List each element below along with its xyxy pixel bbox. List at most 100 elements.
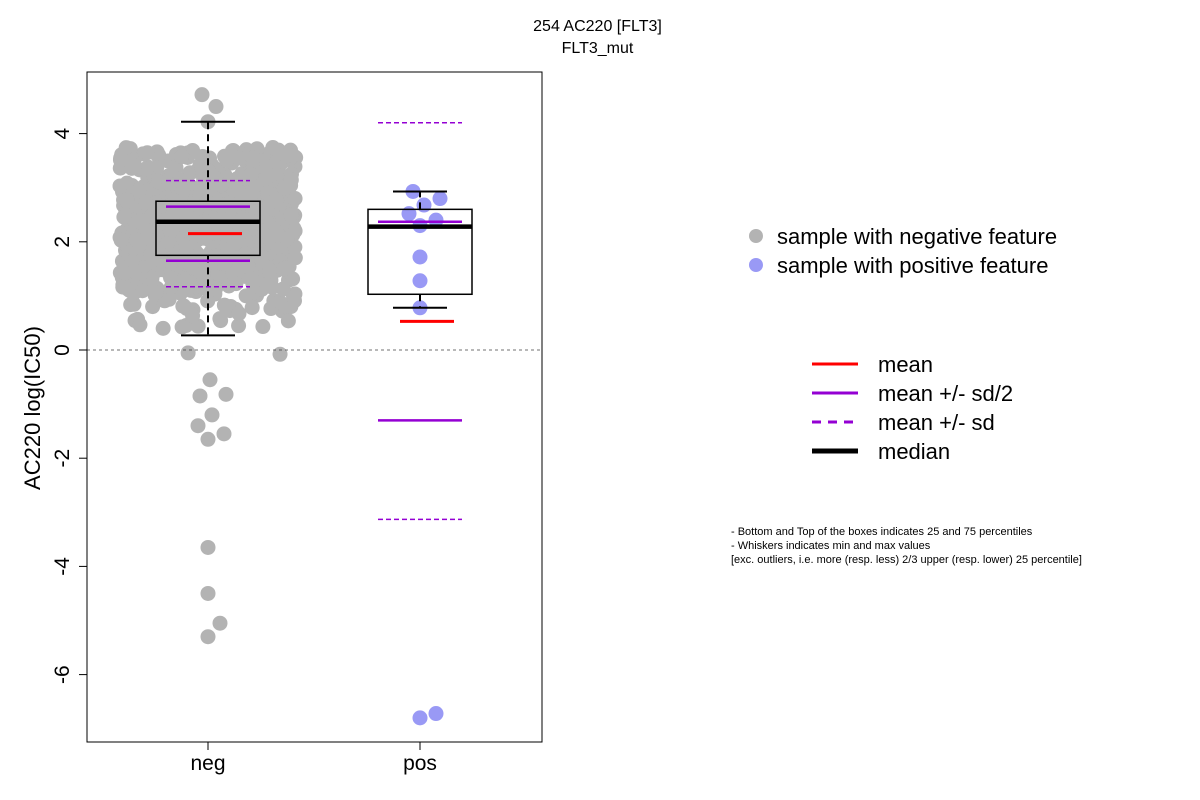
neg-sample-point: [139, 145, 155, 161]
neg-sample-point: [143, 208, 159, 224]
neg-sample-point: [128, 232, 144, 248]
footnote-line: - Whiskers indicates min and max values: [731, 540, 931, 552]
y-axis: -6 -4 -2 0 2 4 AC220 log(IC50): [20, 127, 87, 684]
neg-sample-point: [231, 306, 247, 322]
y-tick-label: -4: [51, 557, 74, 576]
neg-sample-point: [279, 231, 295, 247]
neg-sample-point: [132, 317, 148, 333]
neg-sample-point: [278, 260, 294, 276]
neg-sample-point: [212, 311, 228, 327]
neg-sample-point: [175, 298, 191, 314]
neg-outlier-point: [192, 388, 208, 404]
legend-marker: [749, 229, 763, 243]
neg-sample-point: [246, 273, 262, 289]
neg-sample-point: [194, 159, 210, 175]
neg-sample-point: [228, 276, 244, 292]
neg-sample-point: [278, 148, 294, 164]
neg-outlier-point: [218, 386, 234, 402]
neg-sample-point: [155, 320, 171, 336]
y-tick-label: -2: [51, 449, 74, 468]
neg-box: [155, 200, 261, 257]
neg-sample-point: [272, 294, 288, 310]
neg-sample-point: [180, 345, 196, 361]
x-tick-label: pos: [403, 752, 437, 775]
x-tick-label: neg: [190, 752, 225, 775]
legend-line-label: mean +/- sd: [878, 410, 995, 435]
neg-sample-point: [131, 214, 147, 230]
neg-sample-point: [285, 271, 301, 287]
neg-sample-point: [275, 281, 291, 297]
neg-sample-point: [161, 176, 177, 192]
legend-label: sample with positive feature: [777, 253, 1048, 278]
pos-box: [367, 208, 473, 296]
neg-sample-point: [138, 161, 154, 177]
pos-sample-point: [416, 197, 432, 213]
neg-sample-point: [148, 285, 164, 301]
neg-sample-point: [139, 231, 155, 247]
neg-outlier-point: [208, 99, 224, 115]
legend-marker: [749, 258, 763, 272]
neg-sample-point: [118, 140, 134, 156]
neg-sample-point: [138, 195, 154, 211]
neg-outlier-point: [216, 426, 232, 442]
chart-subtitle: FLT3_mut: [561, 40, 634, 57]
neg-sample-point: [200, 293, 216, 309]
neg-sample-point: [262, 262, 278, 278]
neg-sample-point: [115, 277, 131, 293]
neg-sample-point: [143, 246, 159, 262]
neg-sample-point: [178, 237, 194, 253]
neg-sample-point: [238, 288, 254, 304]
legend-label: sample with negative feature: [777, 224, 1057, 249]
pos-sample-point: [401, 206, 417, 222]
neg-outlier-point: [200, 629, 216, 645]
legend: sample with negative feature sample with …: [749, 224, 1057, 464]
neg-sample-point: [283, 206, 299, 222]
neg-outlier-point: [200, 585, 216, 601]
neg-sample-point: [264, 279, 280, 295]
neg-sample-point: [231, 318, 247, 334]
footnote-line: - Bottom and Top of the boxes indicates …: [731, 526, 1033, 538]
neg-sample-point: [234, 211, 250, 227]
legend-line-label: mean: [878, 352, 933, 377]
stats-layer: [87, 120, 542, 521]
neg-sample-point: [244, 300, 260, 316]
neg-sample-point: [123, 297, 139, 313]
neg-sample-point: [286, 293, 302, 309]
neg-outlier-point: [190, 418, 206, 434]
neg-outlier-point: [194, 87, 210, 103]
legend-line-label: median: [878, 439, 950, 464]
neg-outlier-point: [204, 407, 220, 423]
points-layer: [112, 87, 448, 726]
pos-sample-point: [428, 706, 444, 722]
neg-sample-point: [240, 259, 256, 275]
neg-sample-point: [175, 183, 191, 199]
neg-sample-point: [131, 182, 147, 198]
plot-frame: [86, 71, 543, 743]
footnote: - Bottom and Top of the boxes indicates …: [731, 525, 1082, 567]
pos-sample-point: [412, 710, 428, 726]
neg-sample-point: [231, 150, 247, 166]
neg-sample-point: [163, 270, 179, 286]
neg-sample-point: [243, 166, 259, 182]
neg-outlier-point: [200, 539, 216, 555]
neg-sample-point: [126, 158, 142, 174]
neg-sample-point: [228, 263, 244, 279]
neg-sample-point: [112, 178, 128, 194]
neg-outlier-point: [200, 431, 216, 447]
neg-sample-point: [174, 148, 190, 164]
neg-sample-point: [185, 308, 201, 324]
neg-sample-point: [280, 313, 296, 329]
neg-sample-point: [207, 170, 223, 186]
neg-sample-point: [259, 199, 275, 215]
pos-sample-point: [428, 212, 444, 228]
neg-sample-point: [237, 246, 253, 262]
neg-sample-point: [276, 180, 292, 196]
legend-line-label: mean +/- sd/2: [878, 381, 1013, 406]
neg-sample-point: [287, 191, 303, 207]
y-tick-label: -6: [51, 665, 74, 684]
pos-sample-point: [432, 191, 448, 207]
neg-outlier-point: [212, 615, 228, 631]
y-tick-label: 0: [51, 344, 74, 356]
chart-title: 254 AC220 [FLT3]: [533, 18, 662, 35]
